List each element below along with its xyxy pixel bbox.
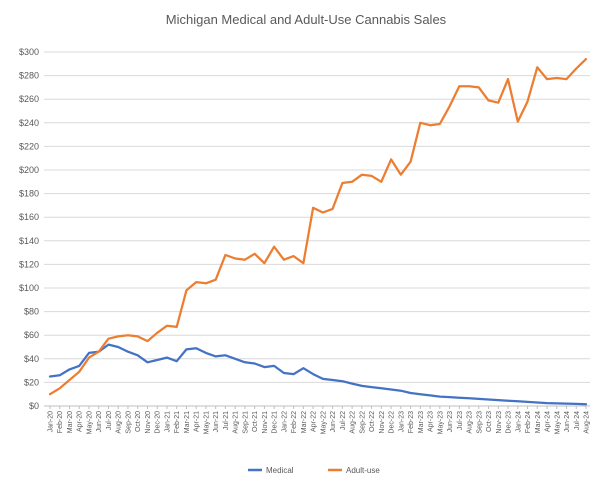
x-tick-label: Jul-22	[340, 411, 347, 430]
x-tick-label: Oct-22	[369, 411, 376, 432]
y-tick-label: $20	[24, 377, 39, 387]
y-tick-label: $140	[19, 236, 39, 246]
x-tick-label: Mar-22	[301, 411, 308, 433]
x-tick-label: Nov-21	[262, 411, 269, 434]
y-tick-label: $280	[19, 71, 39, 81]
x-tick-label: Jun-21	[213, 411, 220, 433]
x-tick-label: Feb-23	[408, 411, 415, 433]
x-tick-label: Jun-22	[330, 411, 337, 433]
x-tick-label: Dec-22	[389, 411, 396, 434]
legend: Medical Adult-use	[248, 466, 380, 475]
y-tick-label: $300	[19, 47, 39, 57]
x-tick-label: Jun-20	[96, 411, 103, 433]
x-tick-label: Aug-23	[467, 411, 474, 434]
x-tick-label: Oct-21	[252, 411, 259, 432]
x-tick-label: Sep-21	[242, 411, 249, 434]
y-tick-label: $0	[29, 401, 39, 411]
x-tick-label: Aug-20	[116, 411, 123, 434]
x-tick-label: Oct-20	[135, 411, 142, 432]
x-tick-label: Nov-23	[496, 411, 503, 434]
y-tick-label: $80	[24, 307, 39, 317]
x-tick-label: Sep-23	[476, 411, 483, 434]
series-line-adult-use	[48, 57, 588, 396]
x-tick-label: May-23	[437, 411, 444, 434]
x-tick-label: Jan-20	[48, 411, 55, 433]
y-tick-label: $120	[19, 259, 39, 269]
x-tick-label: Mar-21	[184, 411, 191, 433]
x-tick-label: Feb-21	[174, 411, 181, 433]
x-tick-label: Jan-21	[164, 411, 171, 433]
x-axis-ticks: Jan-20 Feb-20 Mar-20 Apr-20 May-20 Jun-20 Jul-…	[48, 406, 591, 434]
x-tick-label: May-20	[86, 411, 93, 434]
x-tick-label: Feb-22	[291, 411, 298, 433]
x-tick-label: Jan-24	[515, 411, 522, 433]
y-tick-label: $40	[24, 354, 39, 364]
x-tick-label: Jan-22	[281, 411, 288, 433]
x-tick-label: Oct-23	[486, 411, 493, 432]
x-tick-label: Jun-24	[564, 411, 571, 433]
x-tick-label: Aug-24	[584, 411, 591, 434]
x-tick-label: Mar-23	[418, 411, 425, 433]
x-tick-label: Sep-20	[125, 411, 132, 434]
x-tick-label: Jul-21	[223, 411, 230, 430]
y-tick-label: $180	[19, 189, 39, 199]
y-tick-label: $240	[19, 118, 39, 128]
legend-label-medical: Medical	[266, 466, 294, 475]
x-tick-label: Dec-23	[506, 411, 513, 434]
x-tick-label: Jun-23	[447, 411, 454, 433]
x-tick-label: Aug-21	[233, 411, 240, 434]
x-tick-label: Apr-20	[77, 411, 84, 432]
y-tick-label: $160	[19, 212, 39, 222]
x-tick-label: Apr-24	[545, 411, 552, 432]
x-tick-label: Mar-20	[67, 411, 74, 433]
chart-title: Michigan Medical and Adult-Use Cannabis …	[166, 12, 447, 27]
x-tick-label: Dec-20	[155, 411, 162, 434]
x-tick-label: Feb-24	[525, 411, 532, 433]
series-line-medical	[48, 343, 588, 406]
x-tick-label: May-22	[320, 411, 327, 434]
y-tick-label: $260	[19, 94, 39, 104]
x-tick-label: Nov-20	[145, 411, 152, 434]
x-tick-label: May-24	[554, 411, 561, 434]
x-tick-label: Jul-24	[574, 411, 581, 430]
y-tick-label: $100	[19, 283, 39, 293]
x-tick-label: Nov-22	[379, 411, 386, 434]
x-tick-label: Apr-22	[311, 411, 318, 432]
x-tick-label: Mar-24	[535, 411, 542, 433]
gridlines	[44, 51, 590, 407]
y-tick-label: $220	[19, 141, 39, 151]
x-tick-label: Feb-20	[57, 411, 64, 433]
x-tick-label: Dec-21	[272, 411, 279, 434]
x-tick-label: Jan-23	[398, 411, 405, 433]
y-tick-label: $60	[24, 330, 39, 340]
x-tick-label: Aug-22	[350, 411, 357, 434]
x-tick-label: Sep-22	[359, 411, 366, 434]
y-tick-label: $200	[19, 165, 39, 175]
x-tick-label: Apr-21	[194, 411, 201, 432]
series-lines	[48, 57, 588, 406]
x-tick-label: Jul-20	[106, 411, 113, 430]
x-tick-label: Apr-23	[428, 411, 435, 432]
x-tick-label: Jul-23	[457, 411, 464, 430]
legend-label-adult-use: Adult-use	[346, 466, 380, 475]
y-axis-ticks: $0 $20 $40 $60 $80 $100 $120 $140 $160 $180 $200 $2…	[19, 47, 39, 411]
x-tick-label: May-21	[203, 411, 210, 434]
